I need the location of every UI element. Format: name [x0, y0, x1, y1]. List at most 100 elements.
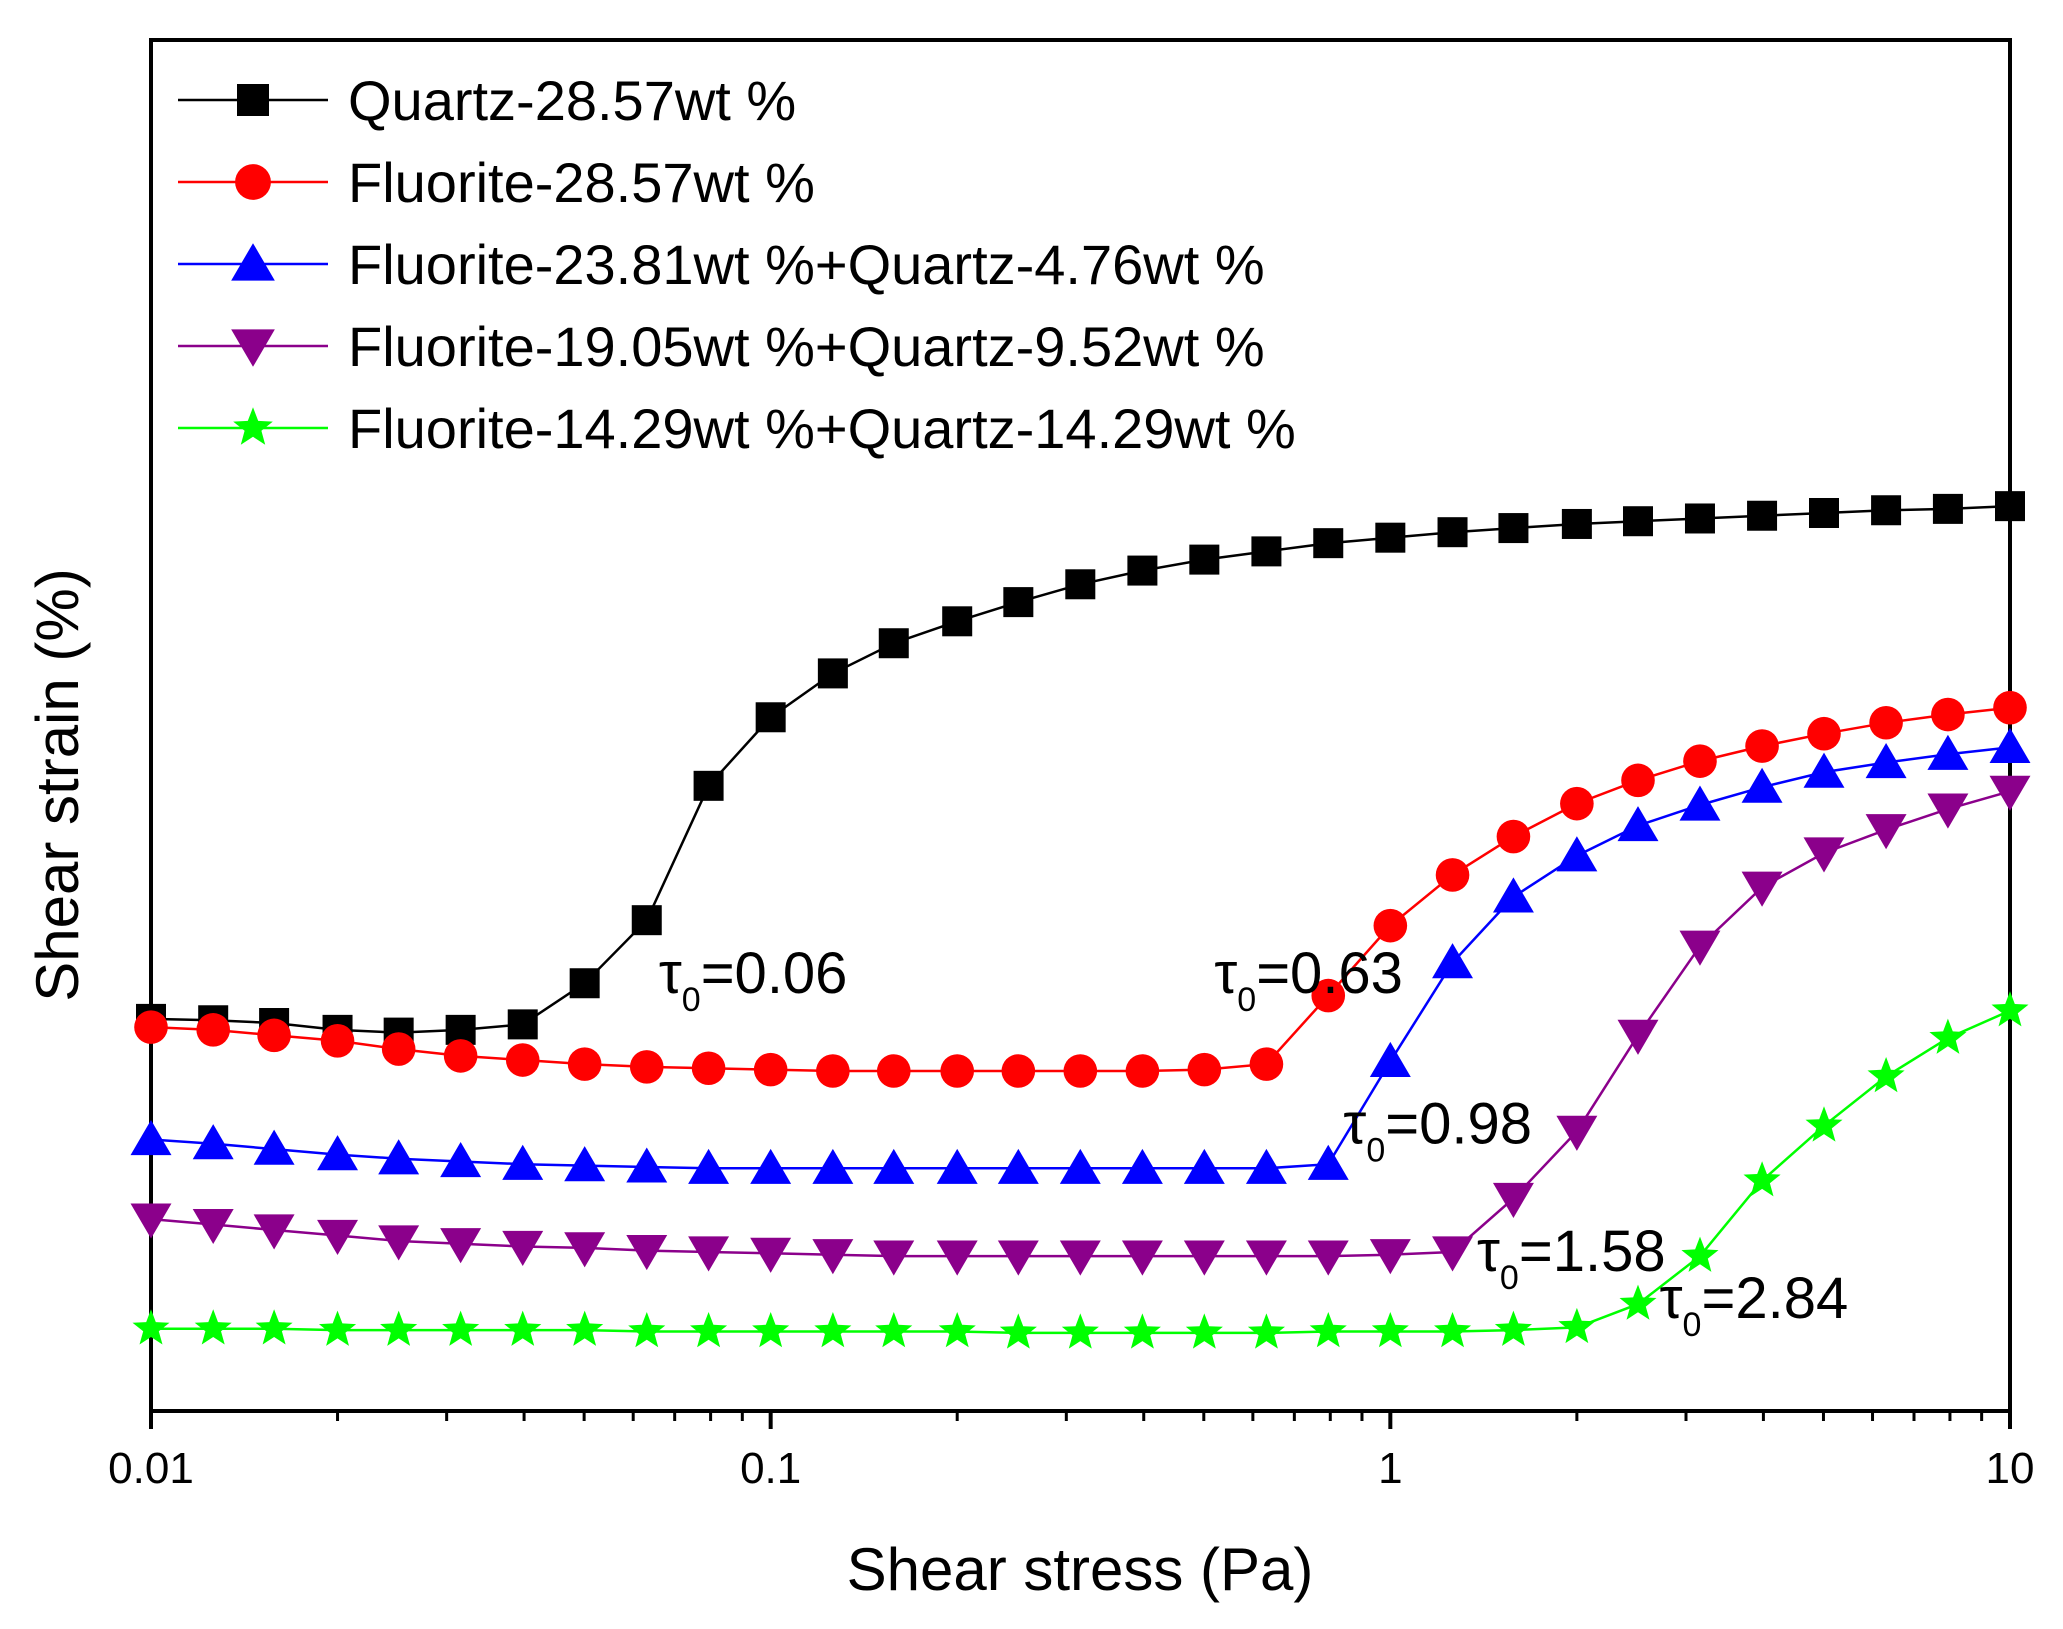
series-2-line [150, 706, 2011, 1073]
legend-entry: Fluorite-28.57wt % [178, 151, 815, 214]
legend: Quartz-28.57wt % Fluorite-28.57wt % Fluori… [178, 69, 1296, 460]
data-point [1432, 1236, 1474, 1272]
data-point [876, 1054, 911, 1088]
x-tick-label: 1 [1378, 1444, 1402, 1493]
data-point [688, 1148, 730, 1184]
legend-label: Fluorite-14.29wt %+Quartz-14.29wt % [348, 397, 1296, 460]
data-point [691, 1051, 726, 1086]
x-axis-title: Shear stress (Pa) [847, 1536, 1314, 1603]
yield-stress-annotation: τ0=1.58 [1477, 1219, 1666, 1297]
data-point [1313, 528, 1344, 559]
data-point [1681, 1236, 1719, 1272]
data-point [752, 1312, 790, 1348]
data-point [873, 1148, 915, 1184]
data-point [380, 1310, 418, 1346]
data-point [1743, 1161, 1781, 1197]
data-point [192, 1208, 234, 1245]
series-3 [130, 727, 2031, 1184]
data-point [1251, 536, 1282, 567]
data-point [1991, 991, 2029, 1027]
data-point [1059, 1240, 1101, 1276]
series-4 [130, 775, 2031, 1276]
legend-marker [231, 329, 275, 367]
data-point [1245, 1240, 1287, 1276]
legend-label: Fluorite-19.05wt %+Quartz-9.52wt % [348, 315, 1265, 378]
data-point [130, 1203, 172, 1239]
legend-entry: Quartz-28.57wt % [178, 69, 796, 132]
data-point [1121, 1148, 1163, 1184]
data-point [1617, 806, 1659, 842]
data-point [1492, 1182, 1534, 1218]
data-point [626, 1234, 668, 1271]
data-point [1679, 930, 1721, 966]
data-point [1001, 1054, 1036, 1088]
data-point [192, 1124, 234, 1160]
data-point [1989, 775, 2031, 811]
data-point [1747, 500, 1778, 531]
data-point [253, 1129, 295, 1165]
data-point [1125, 1054, 1160, 1088]
data-point [1556, 836, 1598, 872]
data-point [564, 1232, 606, 1268]
data-point [812, 1148, 854, 1184]
data-point [814, 1312, 852, 1348]
legend-label: Fluorite-28.57wt % [348, 151, 815, 214]
yield-stress-annotation: τ0=0.98 [1343, 1092, 1532, 1170]
data-point [1123, 1313, 1161, 1349]
data-point [875, 1312, 913, 1348]
data-point [1619, 1284, 1657, 1320]
data-point [1434, 1312, 1472, 1348]
data-point [1621, 763, 1655, 798]
data-point [1745, 729, 1779, 763]
data-point [443, 1039, 478, 1073]
data-point [255, 1309, 293, 1345]
data-point [936, 1240, 978, 1276]
legend-label: Quartz-28.57wt % [348, 69, 796, 132]
data-point [1803, 752, 1845, 788]
data-point [1063, 1054, 1098, 1088]
data-point [1683, 744, 1717, 778]
data-point [997, 1148, 1039, 1184]
data-point [1807, 716, 1841, 751]
x-tick-label: 0.1 [740, 1444, 801, 1493]
data-point [878, 628, 909, 659]
data-point [750, 1148, 792, 1184]
data-point [1369, 1239, 1411, 1275]
yield-stress-annotation: τ0=2.84 [1660, 1266, 1849, 1344]
data-point [196, 1013, 230, 1047]
legend-marker [233, 407, 273, 445]
data-point [1498, 513, 1529, 544]
data-point [1560, 786, 1594, 821]
data-point [629, 1050, 664, 1084]
data-point [693, 770, 724, 801]
data-point [1871, 495, 1902, 526]
data-point [1311, 978, 1346, 1013]
data-point [194, 1309, 232, 1345]
data-point [502, 1144, 544, 1180]
legend-entry: Fluorite-23.81wt %+Quartz-4.76wt % [178, 233, 1265, 296]
data-point [1865, 814, 1907, 850]
data-point [1558, 1307, 1596, 1344]
data-point [564, 1146, 606, 1182]
data-point [1309, 1312, 1347, 1348]
legend-marker [237, 84, 269, 116]
data-point [504, 1310, 542, 1346]
data-point [755, 702, 786, 733]
plot-area-frame [149, 38, 2012, 1413]
data-point [440, 1228, 482, 1264]
data-point [1561, 508, 1592, 539]
data-point [1867, 1057, 1905, 1093]
x-tick-label: 10 [1986, 1444, 2035, 1493]
data-point [1247, 1313, 1285, 1349]
data-point [1869, 705, 1903, 740]
series-2 [134, 690, 2027, 1088]
data-point [1307, 1240, 1349, 1276]
data-point [1187, 1052, 1222, 1087]
data-point [1741, 871, 1783, 907]
series-4-line [150, 790, 2011, 1258]
data-point [999, 1313, 1037, 1349]
data-point [1803, 837, 1845, 873]
data-point [1059, 1148, 1101, 1184]
data-point [134, 1010, 168, 1044]
data-point [1127, 555, 1158, 586]
